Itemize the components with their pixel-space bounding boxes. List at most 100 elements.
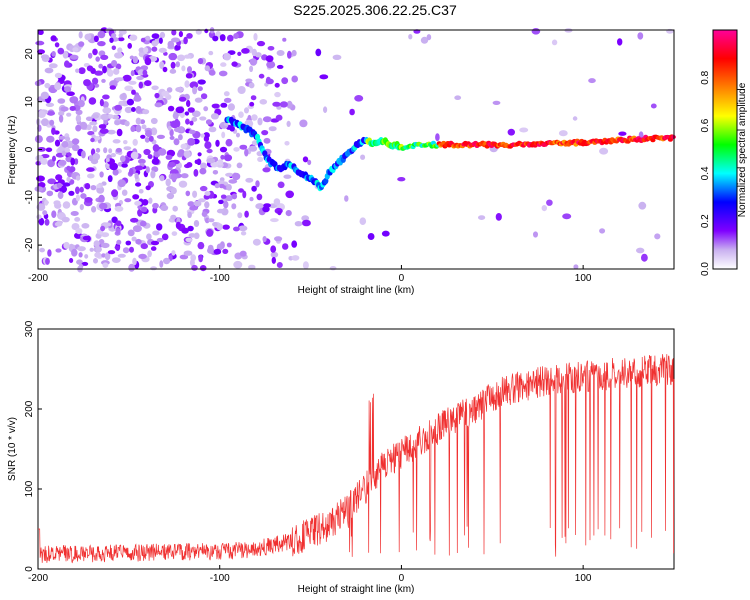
spectrogram-x-tick-label: 0 xyxy=(399,273,405,284)
spectrogram-cell xyxy=(255,52,262,58)
spectrogram-cell xyxy=(142,109,150,115)
spectrogram-cell xyxy=(478,215,486,221)
spectrogram-cell xyxy=(181,65,186,72)
colorbar-tick-label: 0.2 xyxy=(700,214,711,228)
spectrogram-cell xyxy=(177,54,186,62)
spectrogram-cell xyxy=(62,201,71,209)
spectrogram-cell xyxy=(161,233,169,241)
spectrogram-cell xyxy=(137,208,143,217)
spectrogram-cell xyxy=(162,66,168,73)
spectrogram-cell xyxy=(184,111,190,116)
spectrogram-y-ticks: -20 -10 0 10 20 xyxy=(24,48,42,252)
spectrogram-cell xyxy=(86,167,95,172)
spectrogram-cell xyxy=(64,60,70,68)
spectrogram-cell xyxy=(109,85,117,90)
spectrogram-cell xyxy=(39,247,45,253)
spectrogram-cell xyxy=(229,125,235,132)
spectrogram-cell xyxy=(251,185,257,192)
snr-y-tick-label: 200 xyxy=(24,400,35,417)
spectrogram-cell xyxy=(40,158,48,165)
spectrogram-cell xyxy=(239,250,247,257)
spectrogram-cell xyxy=(319,74,329,80)
spectrogram-cell xyxy=(257,156,264,162)
spectrogram-cell xyxy=(251,114,258,121)
spectrogram-cell xyxy=(282,243,289,250)
spectrogram-cell xyxy=(146,233,152,240)
spectrogram-cell xyxy=(180,143,188,150)
spectrogram-cell xyxy=(118,100,124,107)
spectrogram-cell xyxy=(250,95,257,101)
spectrogram-cell xyxy=(181,227,189,234)
spectrogram-cell xyxy=(54,72,63,79)
spectrogram-cell xyxy=(281,77,289,85)
spectrogram-cell xyxy=(147,250,152,258)
spectrogram-cell xyxy=(114,245,121,250)
spectrogram-cell xyxy=(166,87,173,93)
spectrogram-cell xyxy=(323,106,328,113)
spectrogram-cell xyxy=(86,124,92,131)
spectrogram-cell xyxy=(187,211,192,218)
spectrogram-cell xyxy=(75,175,81,181)
spectrogram-cell xyxy=(124,106,133,114)
spectrogram-y-tick-label: 10 xyxy=(24,96,35,108)
spectrogram-cell xyxy=(91,134,96,139)
spectrogram-cell xyxy=(154,92,160,99)
spectrogram-cell xyxy=(223,52,232,61)
spectrogram-cell xyxy=(283,174,292,179)
spectrogram-cell xyxy=(220,154,225,160)
spectrogram-cell xyxy=(201,211,208,218)
spectrogram-cell xyxy=(268,126,277,132)
spectrogram-cell xyxy=(135,124,142,133)
spectrogram-cell xyxy=(111,45,117,51)
spectrogram-cell xyxy=(197,152,202,157)
spectrogram-cell xyxy=(237,51,242,57)
spectrogram-cell xyxy=(64,147,71,153)
spectrogram-cell xyxy=(381,230,390,237)
spectrogram-cell xyxy=(97,30,106,39)
spectrogram-cell xyxy=(301,219,311,227)
spectrogram-cell xyxy=(75,194,80,202)
spectrogram-cell xyxy=(233,226,240,232)
spectrogram-cell xyxy=(144,137,150,143)
spectrogram-cell xyxy=(291,240,298,248)
spectrogram-cell xyxy=(37,49,45,55)
spectrogram-cell xyxy=(141,207,148,213)
spectrogram-cell xyxy=(193,169,199,177)
spectrogram-cell xyxy=(237,86,246,94)
spectrogram-cell xyxy=(204,201,210,209)
spectrogram-cell xyxy=(158,47,167,53)
spectrogram-cell xyxy=(122,247,130,254)
spectrogram-cell xyxy=(218,70,228,77)
spectrogram-cell xyxy=(231,172,241,181)
spectrogram-cell xyxy=(80,193,87,199)
spectrogram-cell xyxy=(187,107,195,113)
spectrogram-cell xyxy=(638,201,647,210)
spectrogram-cell xyxy=(197,79,206,85)
spectrogram-cell xyxy=(93,83,100,88)
spectrogram-cell xyxy=(170,61,176,69)
spectrogram-cell xyxy=(262,236,267,243)
spectrogram-cell xyxy=(223,91,230,97)
spectrogram-cell xyxy=(102,101,109,109)
spectrogram-cell xyxy=(79,204,84,211)
spectrogram-cell xyxy=(166,192,175,200)
spectrogram-cell xyxy=(244,148,249,157)
spectrogram-cell xyxy=(170,173,178,181)
spectrogram-cell xyxy=(187,66,192,74)
spectrogram-cell xyxy=(170,120,179,129)
spectrogram-cell xyxy=(75,186,80,195)
spectrogram-cell xyxy=(187,201,195,207)
spectrogram-cell xyxy=(225,138,233,147)
spectrogram-cell xyxy=(184,80,190,88)
spectrogram-cell xyxy=(124,85,134,92)
colorbar-tick-label: 0.6 xyxy=(700,118,711,132)
spectrogram-cell xyxy=(56,182,63,189)
spectrogram-cell xyxy=(44,82,51,89)
spectrogram-cell xyxy=(135,106,142,114)
spectrogram-cell xyxy=(344,195,349,202)
spectrogram-cell xyxy=(101,78,106,83)
spectrogram-cell xyxy=(189,206,199,211)
spectrogram-cell xyxy=(198,254,203,263)
spectrogram-cell xyxy=(654,233,661,240)
spectrogram-y-tick-label: -20 xyxy=(24,237,35,252)
